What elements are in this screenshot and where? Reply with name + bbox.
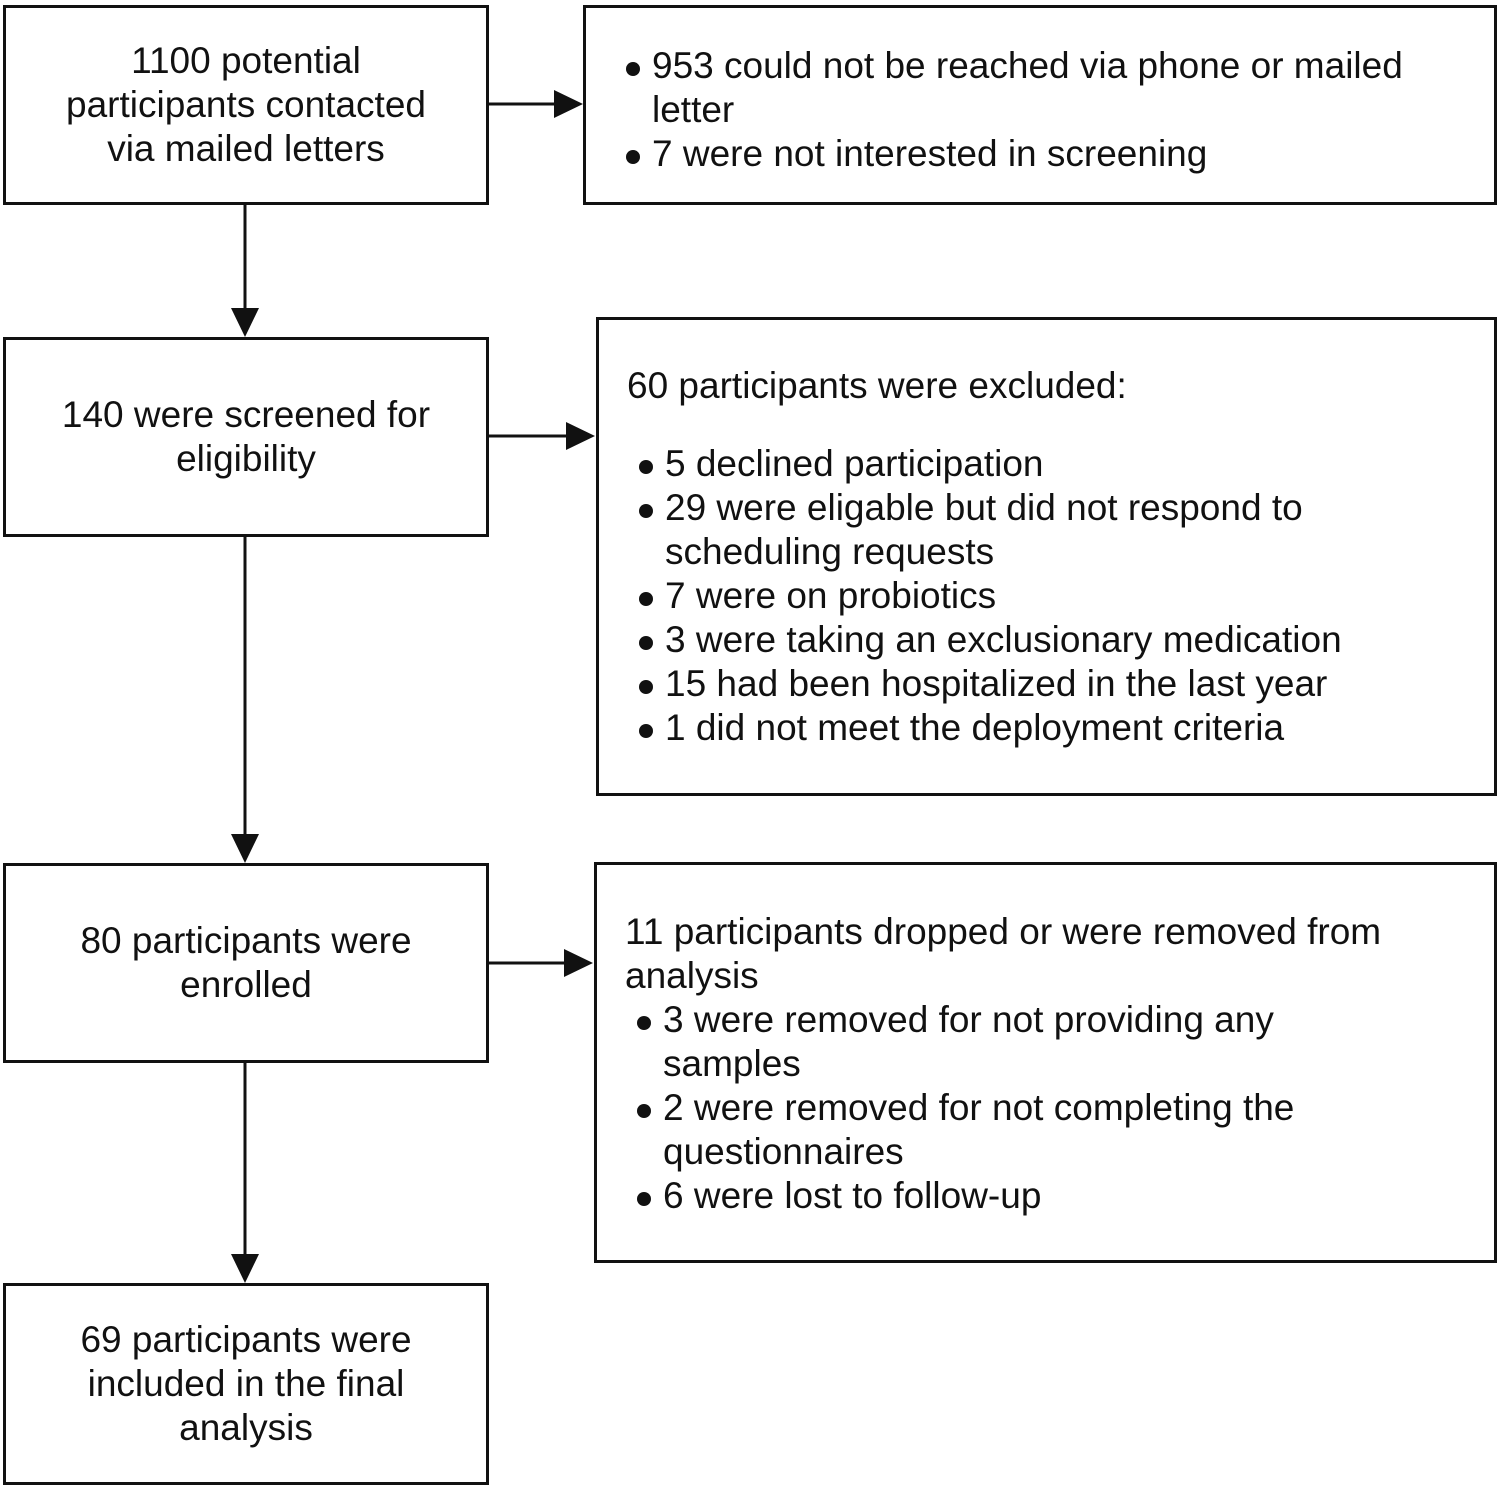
arrow-contacted-to-not-reached: [488, 90, 583, 118]
final-text: 69 participants were included in the fin…: [80, 1319, 412, 1448]
list-item: 7 were on probiotics: [639, 574, 1465, 618]
list-item: 3 were taking an exclusionary medication: [639, 618, 1465, 662]
dropped-box: 11 participants dropped or were removed …: [594, 862, 1497, 1263]
list-item: 29 were eligable but did not respond to …: [639, 486, 1465, 574]
list-item: 3 were removed for not providing any sam…: [637, 998, 1353, 1086]
excluded-list: 5 declined participation 29 were eligabl…: [639, 442, 1465, 750]
list-item: 6 were lost to follow-up: [637, 1174, 1353, 1218]
not-reached-box: 953 could not be reached via phone or ma…: [583, 5, 1497, 205]
arrow-screened-to-enrolled: [231, 536, 259, 863]
list-item: 1 did not meet the deployment criteria: [639, 706, 1465, 750]
list-item: 5 declined participation: [639, 442, 1465, 486]
dropped-list: 3 were removed for not providing any sam…: [637, 998, 1353, 1218]
arrow-enrolled-to-final: [231, 1062, 259, 1283]
list-item: 7 were not interested in screening: [626, 132, 1472, 176]
arrow-screened-to-excluded: [488, 422, 595, 450]
list-item: 15 had been hospitalized in the last yea…: [639, 662, 1465, 706]
list-item: 953 could not be reached via phone or ma…: [626, 44, 1472, 132]
contacted-box: 1100 potential participants contacted vi…: [3, 5, 489, 205]
excluded-box: 60 participants were excluded: 5 decline…: [596, 317, 1497, 796]
enrolled-text: 80 participants were enrolled: [80, 920, 412, 1005]
screened-box: 140 were screened for eligibility: [3, 337, 489, 537]
not-reached-list: 953 could not be reached via phone or ma…: [626, 44, 1472, 176]
arrow-contacted-to-screened: [231, 204, 259, 337]
final-box: 69 participants were included in the fin…: [3, 1283, 489, 1485]
excluded-heading: 60 participants were excluded:: [627, 365, 1127, 406]
screened-text: 140 were screened for eligibility: [61, 394, 431, 479]
list-item: 2 were removed for not completing the qu…: [637, 1086, 1353, 1174]
contacted-text: 1100 potential participants contacted vi…: [66, 40, 426, 169]
arrow-enrolled-to-dropped: [488, 949, 593, 977]
enrolled-box: 80 participants were enrolled: [3, 863, 489, 1063]
dropped-heading: 11 participants dropped or were removed …: [625, 911, 1382, 996]
